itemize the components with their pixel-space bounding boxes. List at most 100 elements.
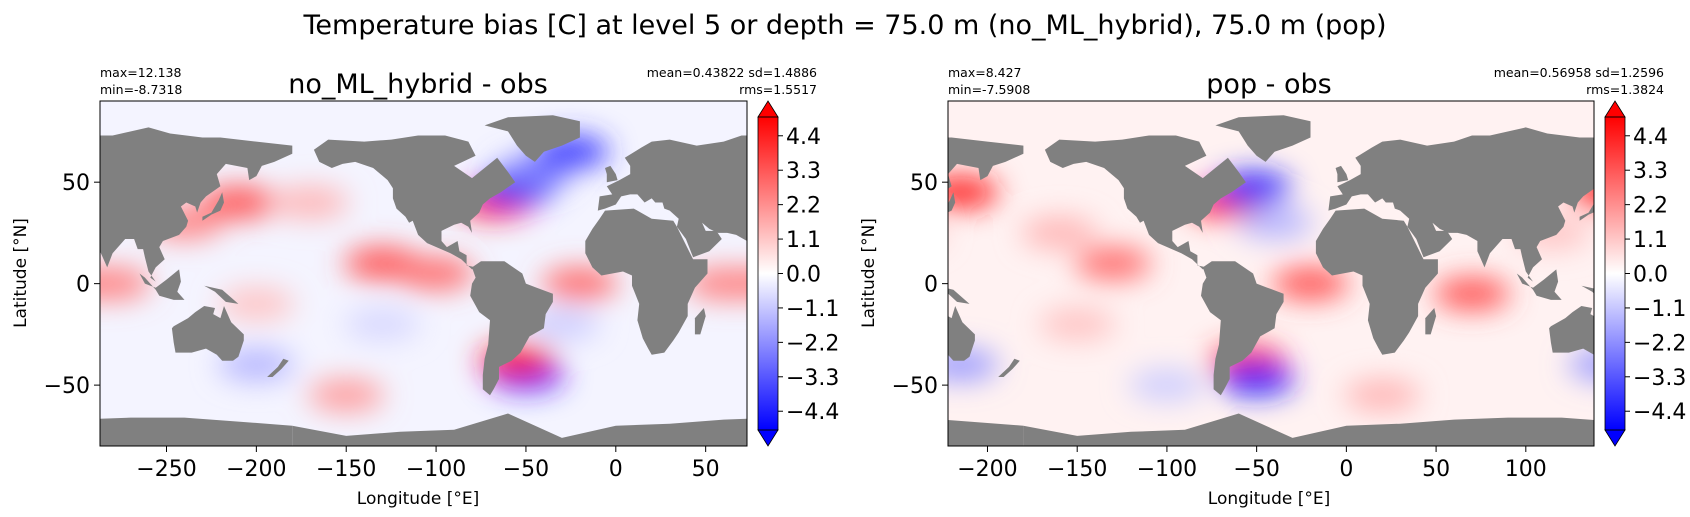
bias-blob [1344, 379, 1421, 412]
y-axis-ticks: 50 0 −50 [892, 171, 948, 399]
x-tick-label: −50 [1233, 457, 1279, 482]
x-tick-label: −200 [226, 457, 286, 482]
land-polygon [1335, 165, 1349, 183]
colorbar-tick-label: 3.3 [1633, 159, 1668, 184]
land-polygon [100, 417, 293, 446]
stat-max: max=12.138 [100, 65, 181, 80]
land-polygon [998, 358, 1020, 377]
stat-rms: rms=1.3824 [1586, 82, 1664, 97]
land-polygon [597, 135, 747, 258]
colorbar-gradient [1605, 117, 1625, 430]
panel-title: no_ML_hybrid - obs [288, 69, 548, 100]
land-polygon [948, 192, 956, 213]
land-polygon [1023, 413, 1594, 446]
colorbar-tick-label: 4.4 [1633, 125, 1668, 150]
y-tick-label: 0 [76, 273, 90, 298]
land-polygon [100, 127, 293, 282]
colorbar-extend-min [1604, 429, 1626, 447]
stat-mean-sd: mean=0.43822 sd=1.4886 [647, 65, 817, 80]
x-tick-label: 0 [609, 457, 623, 482]
panel-no-ml-hybrid: max=12.138 min=-8.7318 no_ML_hybrid - ob… [11, 65, 839, 509]
colorbar-tick-label: −4.4 [786, 400, 839, 425]
bias-blob [218, 287, 295, 320]
map-frame [947, 100, 1595, 447]
x-tick-label: −150 [316, 457, 376, 482]
bias-blob [344, 308, 421, 341]
colorbar-tick-label: −1.1 [786, 297, 839, 322]
colorbar-tick-label: 0.0 [786, 263, 821, 288]
stat-max: max=8.427 [948, 65, 1022, 80]
y-axis-label: Latitude [°N] [11, 218, 31, 328]
land-polygon [470, 261, 553, 396]
land-polygon [948, 306, 975, 361]
land-mask [948, 115, 1594, 446]
bias-blob [869, 217, 945, 249]
colorbar-tick-label: 3.3 [786, 159, 821, 184]
x-tick-label: 50 [1422, 457, 1450, 482]
land-polygon [484, 115, 580, 162]
x-axis-ticks: −250 −200 −150 −100 −50 0 50 [136, 446, 720, 482]
land-polygon [1044, 135, 1246, 270]
land-polygon [1581, 285, 1594, 294]
bias-blob [398, 257, 475, 290]
land-polygon [202, 192, 224, 221]
bias-blob [272, 186, 349, 219]
colorbar-tick-label: −2.2 [1633, 331, 1686, 356]
map-area [100, 101, 747, 446]
bias-blob [1021, 216, 1098, 249]
land-polygon [1215, 115, 1311, 162]
colorbar-tick-label: −3.3 [1633, 366, 1686, 391]
land-polygon [1315, 208, 1438, 355]
panel-title: pop - obs [1206, 69, 1331, 100]
land-polygon [585, 208, 708, 355]
bias-blob [1568, 349, 1594, 380]
colorbar-tick-label: −4.4 [1633, 400, 1686, 425]
land-polygon [1516, 269, 1562, 300]
x-tick-label: 100 [1505, 457, 1547, 482]
bias-blob [1272, 267, 1349, 300]
y-tick-label: 50 [910, 171, 938, 196]
land-polygon [605, 165, 618, 183]
land-polygon [948, 288, 970, 304]
colorbar-tick-label: 0.0 [1633, 263, 1668, 288]
land-polygon [1201, 261, 1284, 396]
colorbar-extend-max [757, 100, 779, 118]
bias-blob [308, 379, 385, 412]
stat-rms: rms=1.5517 [739, 82, 817, 97]
x-tick-label: 0 [1339, 457, 1353, 482]
bias-blob [1075, 247, 1152, 280]
x-tick-label: −100 [1137, 457, 1197, 482]
bias-blob [100, 267, 151, 300]
x-tick-label: −100 [406, 457, 466, 482]
colorbar-gradient [758, 117, 778, 430]
land-polygon [292, 413, 747, 446]
x-axis-label: Longitude [°E] [1208, 489, 1330, 509]
colorbar-tick-label: 4.4 [786, 125, 821, 150]
map-frame [99, 100, 748, 447]
bias-blob [541, 267, 618, 300]
colorbar-tick-label: 2.2 [786, 194, 821, 219]
land-polygon [1579, 203, 1594, 221]
bias-blob [721, 268, 747, 299]
colorbar-tick-label: −1.1 [1633, 297, 1686, 322]
land-polygon [139, 269, 185, 300]
y-axis-ticks: 50 0 −50 [44, 171, 100, 399]
x-axis-label: Longitude [°E] [357, 489, 479, 509]
stat-mean-sd: mean=0.56958 sd=1.2596 [1494, 65, 1664, 80]
stat-min: min=-8.7318 [100, 82, 182, 97]
y-tick-label: −50 [44, 374, 90, 399]
land-polygon [948, 420, 1024, 446]
y-tick-label: 0 [924, 273, 938, 298]
land-mask [100, 115, 747, 446]
colorbar-tick-label: 1.1 [1633, 228, 1668, 253]
bias-blob [1218, 363, 1295, 395]
land-polygon [694, 308, 706, 335]
bias-blob [1236, 206, 1313, 239]
x-tick-label: −250 [136, 457, 196, 482]
land-polygon [171, 306, 244, 361]
colorbar: 4.4 3.3 2.2 1.1 0.0 −1.1 −2.2 −3.3 −4.4 [757, 100, 839, 447]
colorbar-tick-label: 1.1 [786, 228, 821, 253]
map-area [869, 101, 1594, 446]
x-tick-label: −200 [957, 457, 1017, 482]
bias-blob [1434, 277, 1510, 310]
